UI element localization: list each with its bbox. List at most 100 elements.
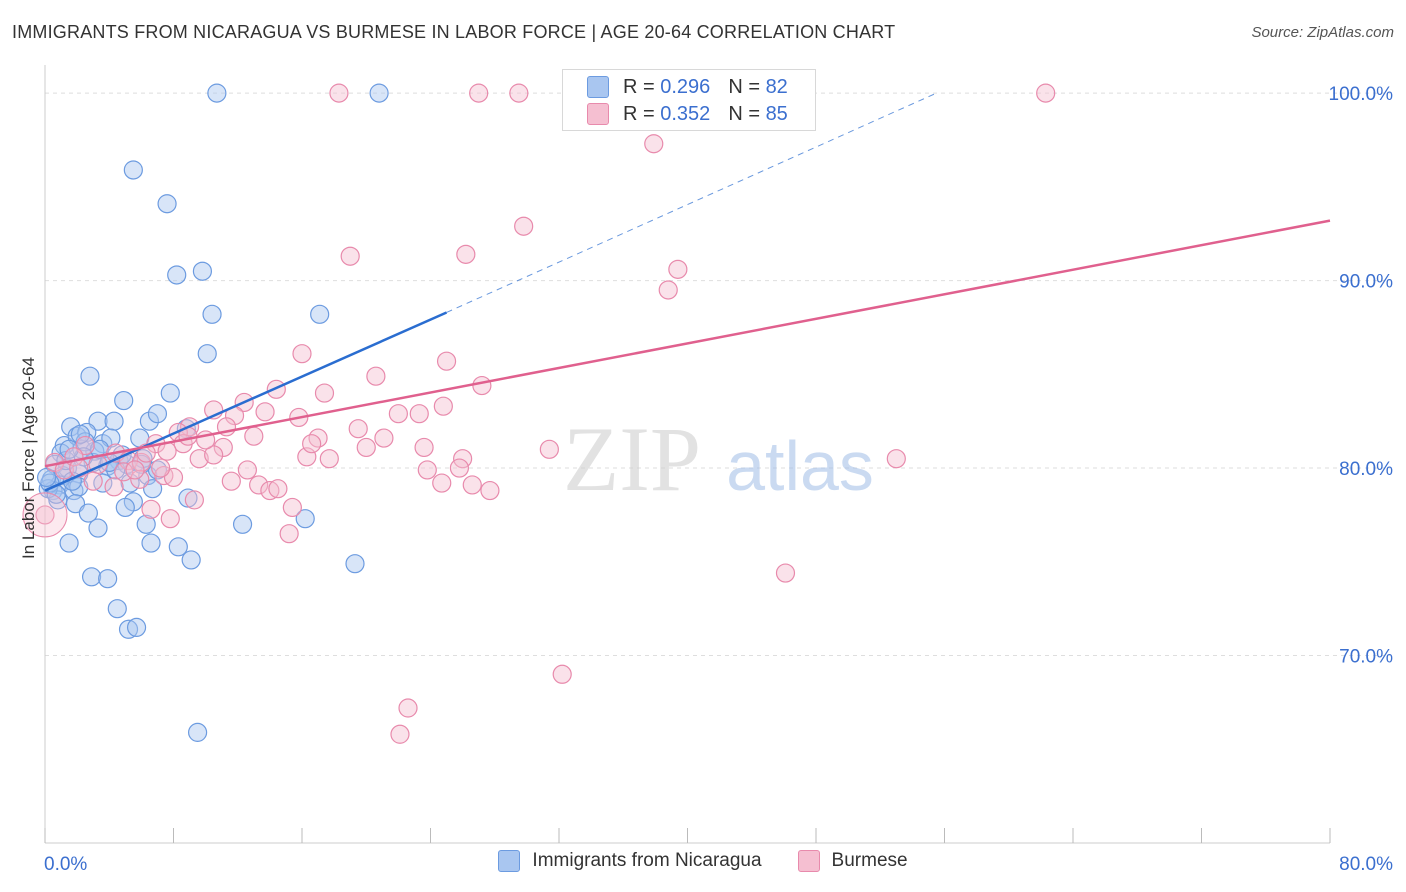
data-point: [80, 366, 100, 386]
data-point: [398, 698, 418, 718]
correlation-legend: R = 0.296 N = 82 R = 0.352 N = 85: [562, 69, 816, 131]
legend-r-label: R =: [623, 102, 655, 125]
data-point: [126, 617, 147, 638]
data-point: [123, 160, 143, 180]
data-point: [184, 490, 204, 510]
legend-item-burmese[interactable]: Burmese: [797, 850, 908, 872]
data-point: [244, 426, 264, 446]
data-point: [668, 259, 688, 279]
data-point: [539, 439, 559, 459]
data-point: [282, 497, 302, 518]
data-point: [136, 514, 156, 534]
data-point: [167, 265, 187, 285]
legend-n-value: 82: [765, 75, 788, 98]
data-point: [207, 83, 227, 103]
data-point: [168, 537, 188, 557]
data-point: [658, 280, 678, 300]
data-point: [388, 404, 408, 424]
data-point: [59, 533, 79, 553]
data-point: [213, 437, 233, 458]
series-legend: Immigrants from Nicaragua Burmese: [0, 850, 1406, 872]
data-point: [260, 480, 280, 501]
data-point: [160, 509, 180, 529]
data-point-large: [22, 492, 68, 538]
legend-item-nicaragua[interactable]: Immigrants from Nicaragua: [498, 850, 762, 872]
legend-r-value: 0.296: [660, 75, 711, 98]
chart-title: IMMIGRANTS FROM NICARAGUA VS BURMESE IN …: [12, 22, 896, 42]
data-point: [70, 424, 90, 444]
y-tick-label: 100.0%: [1329, 84, 1394, 105]
data-point: [1036, 83, 1056, 103]
trend-line-nicaragua: [44, 311, 448, 492]
data-point: [469, 83, 489, 103]
data-point: [104, 411, 124, 431]
data-point: [480, 480, 500, 501]
data-point: [197, 344, 217, 364]
data-point: [302, 434, 322, 454]
data-point: [83, 471, 103, 491]
data-point: [192, 261, 213, 281]
data-point: [114, 390, 134, 411]
grid-lines: [45, 92, 1390, 657]
data-point: [118, 619, 139, 639]
data-point: [436, 351, 457, 371]
data-point: [249, 475, 269, 495]
legend-label-nicaragua: Immigrants from Nicaragua: [532, 850, 762, 871]
data-point: [147, 404, 168, 424]
legend-row-burmese: R = 0.352 N = 85: [587, 101, 788, 127]
data-point: [78, 503, 98, 523]
data-point: [232, 514, 253, 534]
legend-n-label: N =: [728, 75, 760, 98]
y-tick-label: 90.0%: [1339, 272, 1393, 293]
data-point: [160, 383, 180, 403]
legend-swatch-pink: [587, 103, 609, 125]
data-point: [37, 467, 57, 488]
y-tick-label: 80.0%: [1339, 459, 1393, 480]
data-point: [279, 524, 299, 544]
data-point: [204, 445, 224, 465]
trend-lines: [44, 92, 1331, 492]
data-point: [54, 460, 74, 480]
data-point: [552, 664, 572, 684]
x-tick-label-max: 80.0%: [1339, 854, 1393, 875]
watermark-atlas: atlas: [726, 427, 874, 505]
y-axis-label: In Labor Force | Age 20-64: [19, 357, 38, 559]
data-point: [509, 83, 529, 103]
data-point: [314, 383, 335, 403]
data-point: [310, 304, 330, 324]
trend-line-nicaragua-extension: [446, 92, 937, 313]
data-point: [157, 194, 177, 214]
data-point: [775, 563, 796, 583]
y-tick-label: 70.0%: [1339, 647, 1393, 668]
data-point: [255, 402, 275, 422]
data-point: [886, 449, 906, 469]
data-point: [237, 460, 257, 480]
data-point: [115, 497, 135, 518]
data-point: [81, 567, 102, 587]
data-point: [374, 428, 394, 448]
data-point: [417, 460, 437, 480]
data-point: [432, 473, 452, 493]
data-point: [189, 449, 209, 469]
axes: [44, 65, 1331, 844]
data-point: [131, 452, 151, 473]
data-point: [125, 460, 145, 480]
data-point: [35, 505, 55, 525]
data-point: [472, 375, 492, 396]
data-point: [88, 518, 108, 538]
data-point: [65, 494, 86, 514]
data-point: [202, 304, 222, 324]
trend-line-burmese: [44, 219, 1331, 468]
legend-label-burmese: Burmese: [831, 850, 908, 871]
data-point: [163, 467, 184, 488]
data-point: [141, 499, 161, 519]
source-label: Source: ZipAtlas.com: [1251, 24, 1394, 41]
data-point: [369, 83, 389, 103]
data-point: [433, 396, 453, 416]
legend-r-value: 0.352: [660, 102, 711, 125]
data-point: [462, 475, 482, 495]
data-point: [340, 246, 360, 266]
data-point: [449, 458, 470, 478]
data-point: [139, 411, 160, 431]
